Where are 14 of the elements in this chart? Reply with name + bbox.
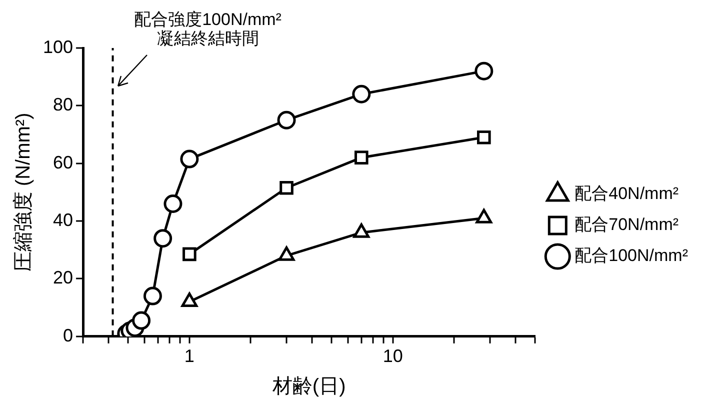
y-tick-label: 100 xyxy=(42,36,74,57)
x-tick-label: 10 xyxy=(382,346,403,366)
legend-label: 配合40N/mm² xyxy=(574,184,679,204)
y-tick-label: 80 xyxy=(53,94,74,115)
ref-line-label: 配合強度100N/mm² 凝結終結時間 xyxy=(134,10,282,48)
legend-label: 配合70N/mm² xyxy=(574,215,679,234)
y-tick-label: 20 xyxy=(53,268,74,288)
x-tick-label: 1 xyxy=(184,346,194,366)
y-axis-title: 圧縮強度 (N/mm²) xyxy=(12,112,35,272)
y-tick-label: 0 xyxy=(63,325,74,346)
y-tick-label: 60 xyxy=(53,152,74,172)
x-axis-title: 材齢(日) xyxy=(271,376,346,398)
legend-label: 配合100N/mm² xyxy=(574,246,688,266)
y-tick-label: 40 xyxy=(53,210,74,230)
